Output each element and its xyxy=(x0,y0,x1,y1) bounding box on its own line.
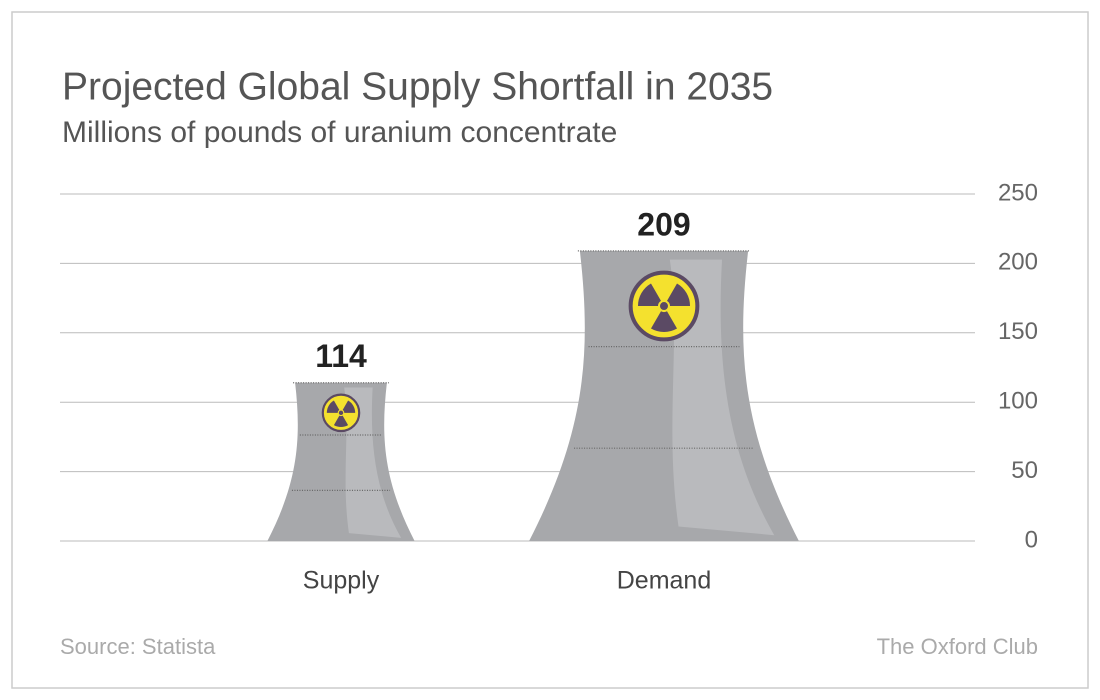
radiation-blade xyxy=(637,283,661,307)
radiation-blade xyxy=(342,400,356,413)
radiation-center xyxy=(659,302,669,311)
source: Source: Statista xyxy=(60,634,216,659)
value-label: 114 xyxy=(315,338,367,374)
tower-highlight xyxy=(669,259,775,536)
radiation-center xyxy=(338,410,344,416)
tower-highlight xyxy=(344,387,402,538)
radiation-blade xyxy=(333,415,349,427)
y-tick-label: 250 xyxy=(998,179,1038,206)
value-label: 209 xyxy=(637,206,690,242)
y-tick-label: 0 xyxy=(1025,526,1038,553)
x-tick-label: Demand xyxy=(617,567,712,595)
y-tick-label: 200 xyxy=(998,249,1038,276)
radiation-blade xyxy=(650,311,678,332)
credit: The Oxford Club xyxy=(877,634,1038,659)
y-tick-label: 100 xyxy=(998,388,1038,415)
frame xyxy=(11,11,1089,689)
chart-subtitle: Millions of pounds of uranium concentrat… xyxy=(62,116,617,149)
radiation-blade xyxy=(326,400,340,413)
chart-title: Projected Global Supply Shortfall in 203… xyxy=(62,65,773,108)
radiation-blade xyxy=(667,283,691,307)
y-tick-label: 50 xyxy=(1011,457,1038,484)
x-tick-label: Supply xyxy=(303,567,380,595)
y-tick-label: 150 xyxy=(998,318,1038,345)
